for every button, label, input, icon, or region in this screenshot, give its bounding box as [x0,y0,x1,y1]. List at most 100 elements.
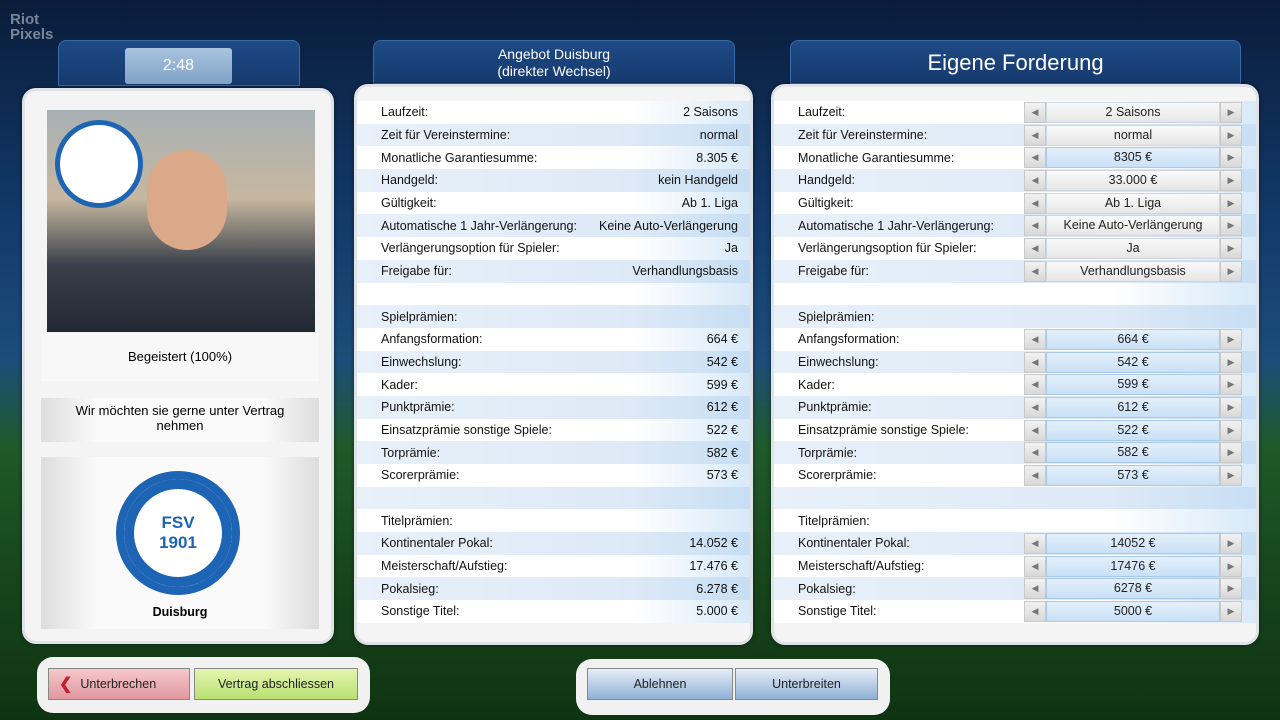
submit-button[interactable]: Unterbreiten [735,668,878,700]
row-label: Monatliche Garantiesumme: [798,150,955,165]
decrease-arrow-icon[interactable]: ◀ [1024,601,1046,623]
stepper-value[interactable]: 33.000 € [1046,170,1220,192]
increase-arrow-icon[interactable]: ▶ [1220,238,1242,260]
value-stepper[interactable]: ◀ 542 € ▶ [1024,351,1242,373]
value-stepper[interactable]: ◀ 612 € ▶ [1024,396,1242,418]
row-value: Ja [724,241,738,256]
demand-row: Monatliche Garantiesumme: ◀ 8305 € ▶ [774,146,1256,170]
increase-arrow-icon[interactable]: ▶ [1220,533,1242,555]
increase-arrow-icon[interactable]: ▶ [1220,192,1242,214]
increase-arrow-icon[interactable]: ▶ [1220,555,1242,577]
row-label: Automatische 1 Jahr-Verlängerung: [381,218,577,233]
decrease-arrow-icon[interactable]: ◀ [1024,465,1046,486]
value-stepper[interactable]: ◀ 664 € ▶ [1024,328,1242,350]
value-stepper[interactable]: ◀ 8305 € ▶ [1024,147,1242,169]
value-stepper[interactable]: ◀ Ab 1. Liga ▶ [1024,192,1242,214]
increase-arrow-icon[interactable]: ▶ [1220,396,1242,418]
increase-arrow-icon[interactable]: ▶ [1220,578,1242,600]
stepper-value[interactable]: 5000 € [1046,601,1220,623]
offer-row: Einsatzprämie sonstige Spiele: 522 € [357,418,750,442]
decrease-arrow-icon[interactable]: ◀ [1024,351,1046,373]
stepper-value[interactable]: Ab 1. Liga [1046,192,1220,214]
stepper-value[interactable]: 573 € [1046,465,1220,486]
club-badge: FSV 1901 [116,471,240,595]
stepper-value[interactable]: 522 € [1046,419,1220,441]
stepper-value[interactable]: Verhandlungsbasis [1046,260,1220,282]
row-label: Torprämie: [798,445,858,460]
row-label: Gültigkeit: [381,196,437,211]
value-stepper[interactable]: ◀ normal ▶ [1024,124,1242,146]
increase-arrow-icon[interactable]: ▶ [1220,124,1242,146]
sign-contract-button[interactable]: Vertrag abschliessen [194,668,358,700]
increase-arrow-icon[interactable]: ▶ [1220,442,1242,464]
stepper-value[interactable]: 612 € [1046,396,1220,418]
row-label: Meisterschaft/Aufstieg: [381,559,508,574]
decrease-arrow-icon[interactable]: ◀ [1024,533,1046,555]
increase-arrow-icon[interactable]: ▶ [1220,351,1242,373]
stepper-value[interactable]: 542 € [1046,351,1220,373]
decrease-arrow-icon[interactable]: ◀ [1024,374,1046,396]
value-stepper[interactable]: ◀ Keine Auto-Verlängerung ▶ [1024,215,1242,237]
value-stepper[interactable]: ◀ 599 € ▶ [1024,374,1242,396]
value-stepper[interactable]: ◀ 522 € ▶ [1024,419,1242,441]
value-stepper[interactable]: ◀ 2 Saisons ▶ [1024,102,1242,123]
stepper-value[interactable]: Keine Auto-Verlängerung [1046,215,1220,237]
stepper-value[interactable]: 664 € [1046,328,1220,350]
value-stepper[interactable]: ◀ 17476 € ▶ [1024,555,1242,577]
decrease-arrow-icon[interactable]: ◀ [1024,170,1046,192]
decrease-arrow-icon[interactable]: ◀ [1024,328,1046,350]
increase-arrow-icon[interactable]: ▶ [1220,170,1242,192]
interrupt-button[interactable]: ❮ Unterbrechen [48,668,190,700]
value-stepper[interactable]: ◀ 5000 € ▶ [1024,601,1242,623]
reject-button[interactable]: Ablehnen [587,668,733,700]
stepper-value[interactable]: 17476 € [1046,555,1220,577]
decrease-arrow-icon[interactable]: ◀ [1024,442,1046,464]
increase-arrow-icon[interactable]: ▶ [1220,419,1242,441]
increase-arrow-icon[interactable]: ▶ [1220,215,1242,237]
value-stepper[interactable]: ◀ Ja ▶ [1024,238,1242,260]
row-label: Kontinentaler Pokal: [798,536,910,551]
stepper-value[interactable]: normal [1046,124,1220,146]
decrease-arrow-icon[interactable]: ◀ [1024,102,1046,123]
stepper-value[interactable]: 8305 € [1046,147,1220,169]
stepper-value[interactable]: 14052 € [1046,533,1220,555]
increase-arrow-icon[interactable]: ▶ [1220,465,1242,486]
stepper-value[interactable]: Ja [1046,238,1220,260]
decrease-arrow-icon[interactable]: ◀ [1024,555,1046,577]
demand-row: Scorerprämie: ◀ 573 € ▶ [774,464,1256,487]
player-panel: Begeistert (100%) Wir möchten sie gerne … [22,88,334,644]
row-label: Spielprämien: [798,309,875,324]
value-stepper[interactable]: ◀ 33.000 € ▶ [1024,170,1242,192]
decrease-arrow-icon[interactable]: ◀ [1024,238,1046,260]
value-stepper[interactable]: ◀ 573 € ▶ [1024,465,1242,486]
stepper-value[interactable]: 599 € [1046,374,1220,396]
value-stepper[interactable]: ◀ 14052 € ▶ [1024,533,1242,555]
offer-row: Freigabe für: Verhandlungsbasis [357,259,750,283]
stepper-value[interactable]: 6278 € [1046,578,1220,600]
stepper-value[interactable]: 2 Saisons [1046,102,1220,123]
value-stepper[interactable]: ◀ Verhandlungsbasis ▶ [1024,260,1242,282]
decrease-arrow-icon[interactable]: ◀ [1024,419,1046,441]
increase-arrow-icon[interactable]: ▶ [1220,328,1242,350]
decrease-arrow-icon[interactable]: ◀ [1024,147,1046,169]
row-value: Verhandlungsbasis [632,264,738,279]
value-stepper[interactable]: ◀ 6278 € ▶ [1024,578,1242,600]
increase-arrow-icon[interactable]: ▶ [1220,374,1242,396]
decrease-arrow-icon[interactable]: ◀ [1024,396,1046,418]
increase-arrow-icon[interactable]: ▶ [1220,147,1242,169]
offer-row: Verlängerungsoption für Spieler: Ja [357,237,750,260]
demand-row: Kontinentaler Pokal: ◀ 14052 € ▶ [774,532,1256,555]
increase-arrow-icon[interactable]: ▶ [1220,260,1242,282]
decrease-arrow-icon[interactable]: ◀ [1024,124,1046,146]
demand-row [774,282,1256,306]
decrease-arrow-icon[interactable]: ◀ [1024,215,1046,237]
value-stepper[interactable]: ◀ 582 € ▶ [1024,442,1242,464]
stepper-value[interactable]: 582 € [1046,442,1220,464]
increase-arrow-icon[interactable]: ▶ [1220,601,1242,623]
decrease-arrow-icon[interactable]: ◀ [1024,260,1046,282]
offer-row: Kader: 599 € [357,373,750,396]
row-label: Punktprämie: [798,400,872,415]
decrease-arrow-icon[interactable]: ◀ [1024,578,1046,600]
increase-arrow-icon[interactable]: ▶ [1220,102,1242,123]
decrease-arrow-icon[interactable]: ◀ [1024,192,1046,214]
